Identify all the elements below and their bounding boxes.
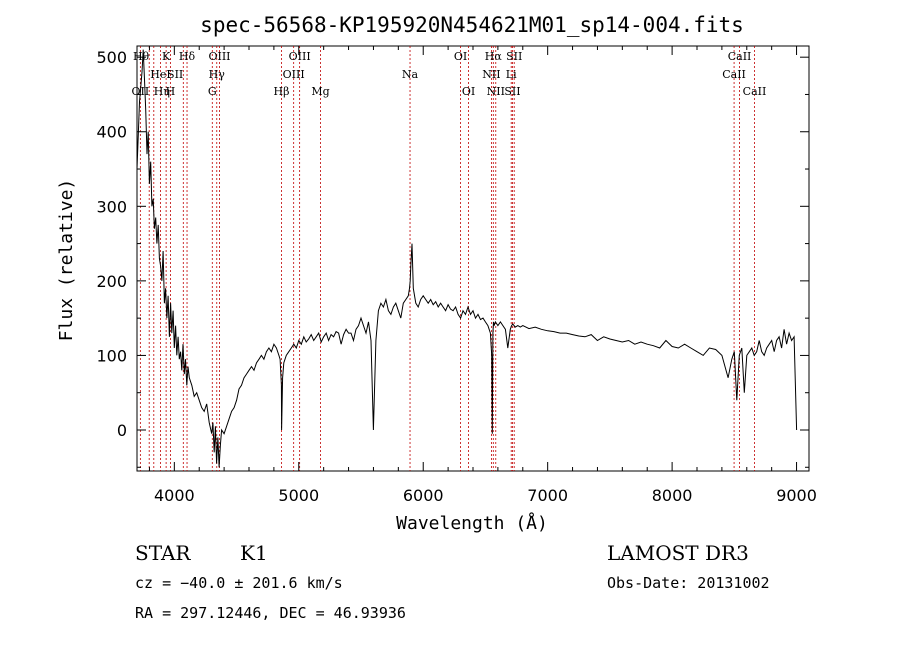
line-marker-label: NII: [482, 68, 500, 81]
line-marker-label: Na: [402, 68, 419, 81]
survey-name: LAMOST DR3: [607, 541, 749, 565]
x-axis-label: Wavelength (Å): [396, 512, 548, 534]
line-marker-label: SII: [506, 50, 522, 63]
line-marker-label: OIII: [289, 50, 311, 63]
line-marker-label: OIII: [283, 68, 305, 81]
x-tick-label: 5000: [278, 486, 319, 505]
y-tick-label: 0: [117, 421, 127, 440]
y-tick-label: 300: [96, 197, 127, 216]
object-subclass: K1: [240, 541, 268, 565]
line-marker-label: Mg: [311, 85, 329, 98]
line-marker-label: CaII: [743, 85, 767, 98]
line-marker-label: G: [208, 85, 217, 98]
x-tick-label: 9000: [776, 486, 817, 505]
spectrum-line: [136, 49, 798, 468]
line-marker-label: CaII: [722, 68, 746, 81]
y-axis-ticks: 0 100 200 300 400 500: [96, 48, 809, 468]
line-marker-label: Hθ: [133, 50, 150, 63]
line-marker-label: Hβ: [274, 85, 290, 98]
x-axis-ticks: 4000 5000 6000 7000 8000 9000: [148, 46, 817, 505]
x-tick-label: 7000: [527, 486, 568, 505]
x-tick-label: 8000: [652, 486, 693, 505]
y-tick-label: 200: [96, 272, 127, 291]
x-tick-label: 6000: [403, 486, 444, 505]
plot-frame: [136, 45, 810, 472]
obs-date: Obs-Date: 20131002: [607, 574, 770, 592]
line-marker-label: NII: [487, 85, 505, 98]
x-tick-label: 4000: [154, 486, 195, 505]
line-marker-label: Hγ: [209, 68, 226, 81]
line-marker-lines: [139, 46, 755, 471]
line-marker-label: Hα: [485, 50, 503, 63]
line-marker-label: Hδ: [179, 50, 196, 63]
line-marker-label: SII: [167, 68, 183, 81]
y-tick-label: 400: [96, 123, 127, 142]
y-tick-label: 100: [96, 346, 127, 365]
line-marker-label: SII: [504, 85, 520, 98]
y-tick-label: 500: [96, 48, 127, 67]
ra-dec-coordinates: RA = 297.12446, DEC = 46.93936: [135, 604, 406, 622]
line-marker-label: CaII: [728, 50, 752, 63]
line-marker-label: HeI: [150, 68, 170, 81]
object-type: STAR: [135, 541, 191, 565]
redshift-cz: cz = −40.0 ± 201.6 km/s: [135, 574, 343, 592]
line-marker-label: K: [162, 50, 171, 63]
line-marker-labels: OIIHθHηHeIKHSIIHδGHγOIIIHβOIIIOIIIMgNaOI…: [132, 50, 767, 98]
line-marker-label: OI: [454, 50, 467, 63]
y-axis-label: Flux (relative): [56, 179, 77, 342]
line-marker-label: Hη: [154, 85, 170, 98]
line-marker-label: Li: [506, 68, 517, 81]
line-marker-label: OI: [462, 85, 475, 98]
line-marker-label: H: [166, 85, 176, 98]
line-marker-label: OIII: [208, 50, 230, 63]
chart-title: spec-56568-KP195920N454621M01_sp14-004.f…: [200, 13, 744, 37]
